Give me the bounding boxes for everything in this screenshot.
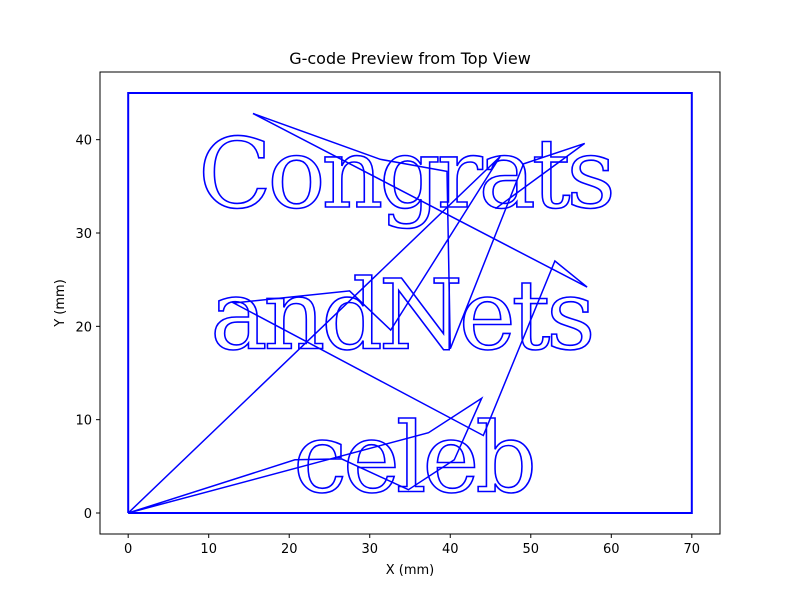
x-axis-label: X (mm) (386, 563, 435, 578)
y-tick-label: 40 (75, 134, 92, 149)
plot-area-frame (99, 71, 721, 535)
y-tick-label: 30 (75, 227, 92, 242)
toolpath-border-1 (127, 92, 693, 514)
x-tick-label: 30 (361, 542, 378, 557)
y-tick-label: 0 (84, 507, 92, 522)
y-tick-label: 20 (75, 320, 92, 335)
toolpath-travel-moves-2 (127, 112, 588, 514)
x-tick-label: 20 (281, 542, 298, 557)
x-tick-label: 50 (523, 542, 540, 557)
x-tick-label: 40 (442, 542, 459, 557)
x-tick-label: 10 (200, 542, 217, 557)
toolpath-travel-moves-3 (252, 112, 586, 349)
y-axis-label: Y (mm) (53, 279, 68, 328)
x-tick-label: 0 (124, 542, 132, 557)
toolpath-text-1: Congrats (198, 118, 612, 230)
y-axis: 0 10 20 30 40 (75, 134, 100, 522)
chart-title: G-code Preview from Top View (289, 49, 531, 68)
y-tick-label: 10 (75, 414, 92, 429)
toolpath-text-2: andNets (210, 260, 591, 372)
x-tick-label: 60 (603, 542, 620, 557)
x-tick-label: 70 (684, 542, 701, 557)
x-axis: 0 10 20 30 40 50 60 70 (124, 534, 700, 557)
